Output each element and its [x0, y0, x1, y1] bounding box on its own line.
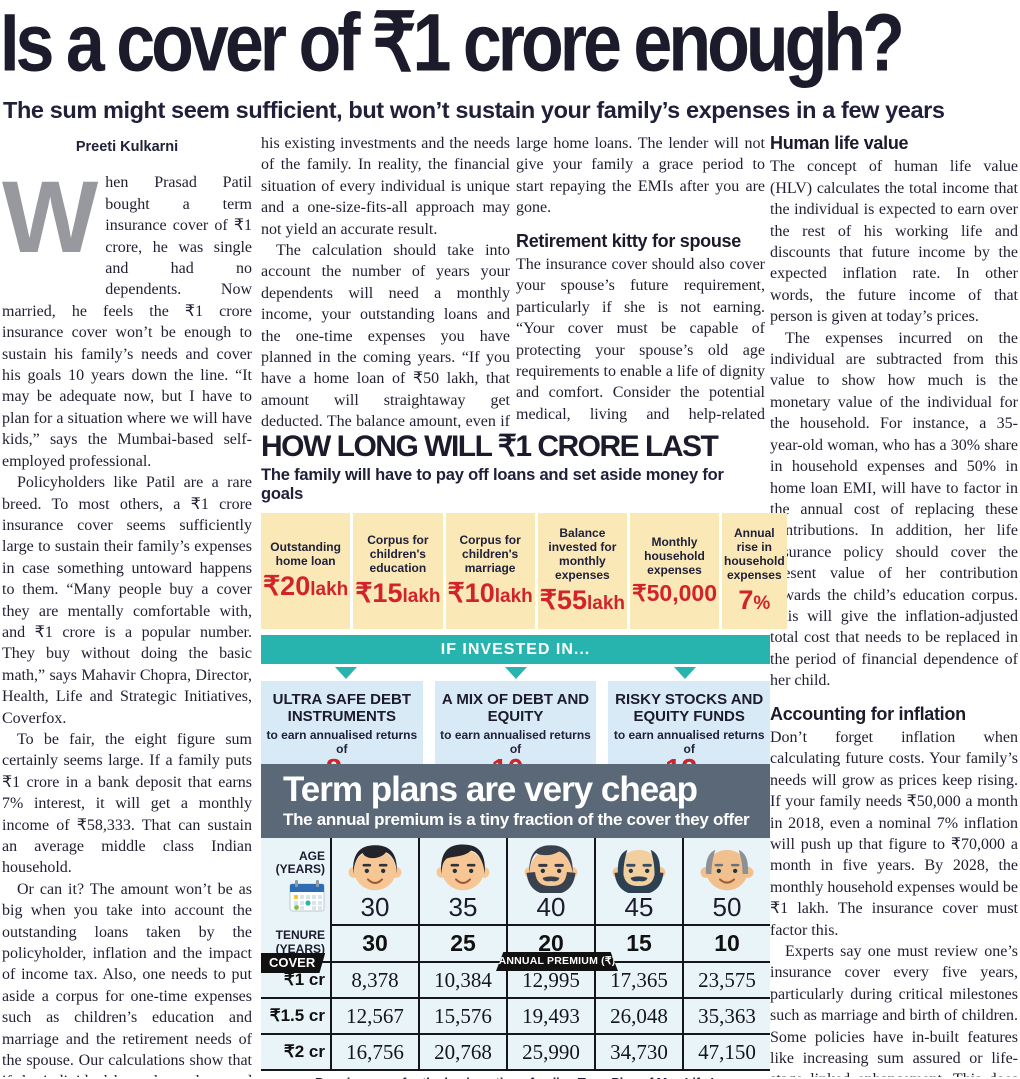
article-column-4: Human life value The concept of human li…	[770, 133, 1018, 1077]
calendar-icon	[289, 880, 325, 912]
infographic-title: HOW LONG WILL ₹1 CRORE LAST	[261, 430, 719, 463]
age-label-cell: AGE (YEARS)	[261, 838, 330, 924]
term-plans-title: Term plans are very cheap	[283, 770, 698, 810]
premium-cell: 15,576	[418, 999, 506, 1033]
section-subhead: Retirement kitty for spouse	[516, 230, 741, 251]
tenure-cell: 10	[682, 924, 770, 961]
paragraph: Experts say one must review one’s insura…	[770, 943, 1018, 1077]
amount-box: Outstanding home loan ₹20lakh	[261, 513, 351, 629]
arrow-down-icon	[674, 667, 697, 679]
section-subhead: Human life value	[770, 133, 909, 153]
paragraph: Don’t forget inflation when calculating …	[770, 728, 1018, 939]
premium-table: COVER ANNUAL PREMIUM (₹) AGE (YEARS)	[261, 838, 770, 1071]
amount-box: Balance invested for monthly expenses ₹5…	[537, 513, 627, 629]
amount-box: Corpus for children's education ₹15lakh	[353, 513, 443, 629]
amount-value: ₹15	[355, 578, 403, 609]
page-title: Is a cover of ₹1 crore enough?	[0, 0, 905, 88]
paragraph: The calculation should take into account…	[261, 242, 510, 428]
paragraph: The concept of human life value (HLV) ca…	[770, 158, 1018, 326]
age-cell: 30	[330, 838, 418, 924]
paragraph: Policyholders like Patil are a rare bree…	[2, 474, 252, 727]
paragraph: large home loans. The lender will not gi…	[516, 135, 765, 217]
premium-cell: 26,048	[594, 999, 682, 1033]
amount-unit: lakh	[586, 593, 625, 615]
age-cell: 50	[682, 838, 770, 924]
amount-value: 7	[738, 585, 754, 616]
cover-amount: ₹1 cr	[283, 970, 325, 989]
if-invested-band: IF INVESTED IN...	[261, 635, 770, 664]
amount-box: Corpus for children's marriage ₹10lakh	[445, 513, 535, 629]
premium-cell: 8,378	[330, 963, 418, 997]
cover-amount: ₹2 cr	[283, 1042, 325, 1061]
amount-box: Monthly household expenses ₹50,000	[630, 513, 719, 629]
arrow-down-icon	[334, 667, 357, 679]
byline: Preeti Kulkarni	[75, 139, 179, 155]
premium-cell: 12,567	[330, 999, 418, 1033]
man-age-50-icon	[700, 849, 754, 891]
premium-cell: 19,493	[506, 999, 594, 1033]
man-age-40-icon	[524, 845, 578, 893]
age-row: AGE (YEARS)	[261, 838, 770, 924]
premium-cell: 25,990	[506, 1035, 594, 1069]
tenure-label-cell: TENURE (YEARS)	[275, 928, 325, 956]
paragraph: To be fair, the eight figure sum certain…	[2, 730, 252, 877]
arrow-row	[261, 667, 770, 679]
cover-label: COVER	[261, 953, 326, 973]
premium-cell: 35,363	[682, 999, 770, 1033]
article-column-2: his existing investments and the needs o…	[261, 133, 510, 428]
amount-value: ₹50,000	[632, 580, 717, 607]
amount-value: ₹20	[263, 571, 311, 602]
age-cell: 40	[506, 838, 594, 924]
premium-row: ₹1.5 cr 12,567 15,576 19,493 26,048 35,3…	[261, 997, 770, 1033]
annual-premium-banner: ANNUAL PREMIUM (₹)	[496, 952, 618, 971]
arrow-down-icon	[504, 667, 527, 679]
table-footnote: Premiums are for the basic option of onl…	[261, 1075, 770, 1079]
amount-box: Annual rise in household expenses 7%	[721, 513, 787, 629]
paragraph: The expenses incurred on the individual …	[770, 329, 1018, 690]
premium-cell: 20,768	[418, 1035, 506, 1069]
tenure-cell: 15	[594, 924, 682, 961]
premium-cell: 17,365	[594, 963, 682, 997]
paragraph: The insurance cover should also cover yo…	[516, 256, 765, 428]
tenure-cell: 25	[418, 924, 506, 961]
term-plans-header: Term plans are very cheap The annual pre…	[261, 764, 770, 838]
premium-cell: 34,730	[594, 1035, 682, 1069]
paragraph: Or can it? The amount won’t be as big wh…	[2, 880, 252, 1077]
amount-unit: lakh	[402, 586, 441, 608]
amount-unit: lakh	[494, 586, 533, 608]
article-column-3: large home loans. The lender will not gi…	[516, 133, 765, 428]
tenure-row: TENURE (YEARS) 30 25 20 15 10	[261, 924, 770, 961]
term-plans-subtitle: The annual premium is a tiny fraction of…	[283, 809, 750, 829]
premium-row: ₹2 cr 16,756 20,768 25,990 34,730 47,150	[261, 1033, 770, 1071]
man-age-30-icon	[348, 845, 402, 891]
age-cell: 35	[418, 838, 506, 924]
amount-boxes: Outstanding home loan ₹20lakh Corpus for…	[261, 513, 787, 629]
section-subhead: Accounting for inflation	[770, 703, 966, 724]
premium-cell: 16,756	[330, 1035, 418, 1069]
premium-cell: 10,384	[418, 963, 506, 997]
cover-amount: ₹1.5 cr	[269, 1006, 325, 1025]
amount-unit: lakh	[310, 579, 349, 601]
age-cell: 45	[594, 838, 682, 924]
man-age-45-icon	[612, 849, 666, 893]
tenure-cell: 20	[506, 924, 594, 961]
man-age-35-icon	[436, 844, 490, 891]
premium-cell: 47,150	[682, 1035, 770, 1069]
amount-unit: %	[753, 593, 771, 615]
infographic-subtitle: The family will have to pay off loans an…	[261, 466, 724, 503]
amount-value: ₹10	[447, 578, 495, 609]
drop-cap: W	[2, 160, 99, 275]
amount-value: ₹55	[539, 585, 587, 616]
term-plans-infographic: Term plans are very cheap The annual pre…	[261, 764, 770, 1079]
paragraph: his existing investments and the needs o…	[261, 135, 510, 238]
tenure-cell: 30	[330, 924, 418, 961]
page-subtitle: The sum might seem sufficient, but won’t…	[3, 97, 945, 123]
premium-cell: 23,575	[682, 963, 770, 997]
premium-cell: 12,995	[506, 963, 594, 997]
